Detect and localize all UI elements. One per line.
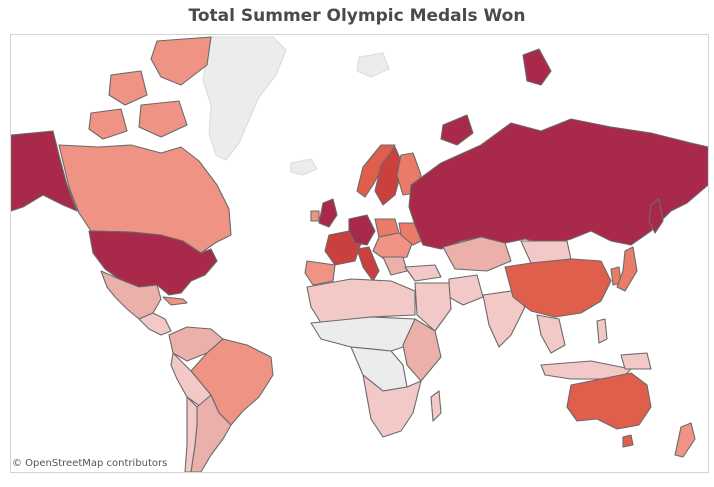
region-cuba[interactable] [163, 297, 187, 305]
region-greenland[interactable] [203, 37, 286, 160]
region-australia[interactable] [567, 373, 651, 429]
region-iran[interactable] [449, 275, 483, 305]
region-central-africa[interactable] [351, 347, 407, 391]
region-ireland[interactable] [311, 211, 319, 221]
region-papua[interactable] [621, 353, 651, 369]
region-north-africa[interactable] [307, 279, 415, 323]
map-attribution: © OpenStreetMap contributors [12, 458, 167, 469]
region-iceland[interactable] [291, 159, 317, 175]
region-canada-islands-4[interactable] [89, 109, 127, 139]
region-spain[interactable] [305, 261, 335, 285]
region-japan[interactable] [617, 247, 637, 291]
region-canada-islands-3[interactable] [139, 101, 187, 137]
region-tasmania[interactable] [623, 435, 633, 447]
region-southeast-asia[interactable] [537, 315, 565, 353]
region-new-zealand[interactable] [675, 423, 695, 457]
region-uk[interactable] [319, 199, 337, 227]
region-madagascar[interactable] [431, 391, 441, 421]
region-russia-island-1[interactable] [441, 115, 473, 145]
region-svalbard[interactable] [357, 53, 389, 77]
region-russia-island-2[interactable] [523, 49, 551, 85]
region-canada-islands-2[interactable] [109, 71, 147, 105]
choropleth-map[interactable] [10, 34, 709, 473]
region-philippines[interactable] [597, 319, 607, 343]
region-canada-islands-1[interactable] [151, 37, 211, 85]
map-title: Total Summer Olympic Medals Won [0, 6, 714, 26]
world-map-svg[interactable] [11, 35, 708, 472]
region-turkey[interactable] [405, 265, 441, 281]
region-balkans[interactable] [383, 257, 407, 275]
